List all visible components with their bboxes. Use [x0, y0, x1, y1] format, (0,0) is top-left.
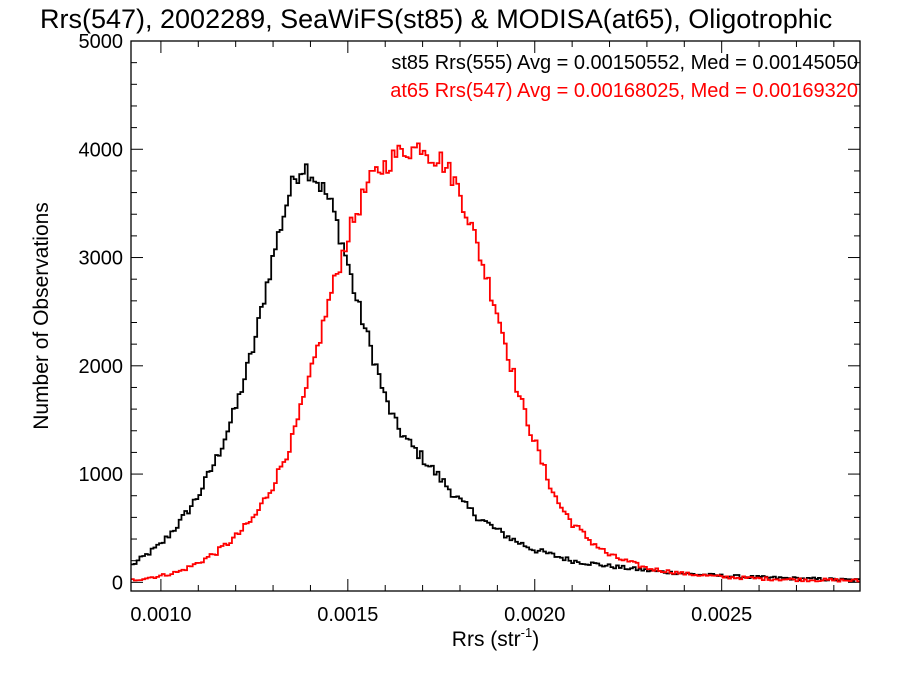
plot-frame: [130, 40, 861, 592]
x-axis-label-close: ): [532, 628, 539, 651]
y-tick-label: 4000: [79, 139, 124, 161]
x-tick-label: 0.0015: [317, 604, 378, 626]
x-tick-labels: 0.0010 0.0015 0.0020 0.0025: [130, 604, 752, 626]
x-tick-label: 0.0025: [691, 604, 752, 626]
legend-entry: st85 Rrs(555) Avg = 0.00150552, Med = 0.…: [391, 52, 858, 74]
y-tick-labels: 0 1000 2000 3000 4000 5000: [79, 31, 124, 594]
axes-group: [131, 40, 860, 591]
legend: st85 Rrs(555) Avg = 0.00150552, Med = 0.…: [390, 52, 858, 102]
series-group: [131, 142, 860, 583]
series-line-0: [131, 163, 860, 582]
y-tick-label: 5000: [79, 31, 124, 53]
y-tick-label: 0: [112, 572, 123, 594]
legend-entry: at65 Rrs(547) Avg = 0.00168025, Med = 0.…: [390, 80, 858, 102]
series-line-1: [131, 142, 860, 583]
y-tick-label: 3000: [79, 248, 124, 270]
x-tick-label: 0.0010: [130, 604, 191, 626]
y-tick-label: 2000: [79, 356, 124, 378]
y-tick-label: 1000: [79, 464, 124, 486]
chart-title: Rrs(547), 2002289, SeaWiFS(st85) & MODIS…: [40, 4, 832, 34]
y-axis-label: Number of Observations: [30, 202, 53, 430]
x-axis-label-main: Rrs (str: [452, 628, 521, 651]
x-axis-label-superscript: -1: [521, 625, 533, 640]
x-axis-label: Rrs (str-1): [452, 625, 539, 651]
x-tick-label: 0.0020: [504, 604, 565, 626]
